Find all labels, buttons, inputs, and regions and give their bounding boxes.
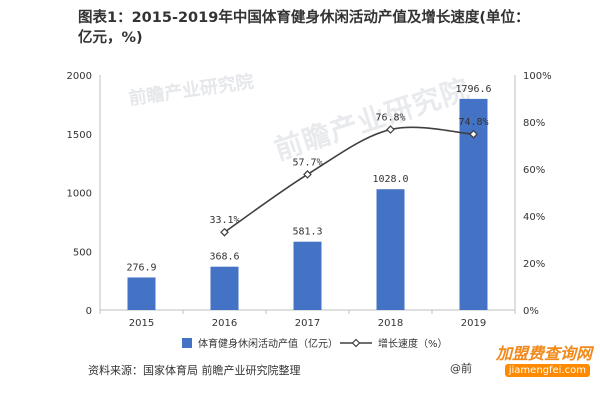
growth-value-label: 33.1% (209, 215, 239, 226)
x-tick-label: 2017 (295, 318, 320, 329)
y-right-tick-label: 20% (523, 259, 545, 270)
legend-swatch-bar (182, 338, 192, 348)
brand-url: jiamengfei.com (504, 364, 590, 377)
legend-label-bar: 体育健身休闲活动产值（亿元） (198, 337, 338, 350)
growth-value-label: 57.7% (292, 157, 322, 168)
bar (376, 189, 405, 310)
x-tick-label: 2018 (378, 318, 403, 329)
bar-value-label: 1796.6 (455, 84, 491, 95)
y-left-tick-label: 0 (86, 306, 92, 317)
y-left-tick-label: 1500 (67, 130, 92, 141)
y-right-tick-label: 0% (523, 306, 539, 317)
y-left-tick-label: 2000 (67, 71, 92, 82)
brand-name: 加盟费查询网 (495, 344, 592, 363)
legend-label-line: 增长速度（%） (378, 337, 448, 350)
bar (210, 266, 239, 310)
y-left-tick-label: 1000 (67, 189, 92, 200)
y-right-tick-label: 100% (523, 71, 552, 82)
bar (127, 277, 156, 310)
growth-point (469, 129, 478, 139)
y-right-tick-label: 80% (523, 118, 545, 129)
bar-value-label: 581.3 (292, 227, 322, 238)
growth-point (303, 170, 312, 179)
x-tick-label: 2016 (212, 318, 237, 329)
y-left-tick-label: 500 (73, 247, 92, 258)
bar-value-label: 276.9 (126, 262, 156, 273)
bar (293, 241, 322, 310)
chart-title: 图表1：2015-2019年中国体育健身休闲活动产值及增长速度(单位：亿元，%) (78, 10, 530, 46)
legend-swatch-marker (351, 338, 361, 348)
brand-stamp: 加盟费查询网 jiamengfei.com (488, 340, 592, 388)
growth-value-label: 74.8% (458, 117, 488, 128)
brand-prefix: @前 (450, 362, 472, 375)
growth-value-label: 76.8% (375, 113, 405, 124)
bar-value-label: 368.6 (209, 252, 239, 263)
y-right-tick-label: 40% (523, 212, 545, 223)
y-right-tick-label: 60% (523, 165, 545, 176)
growth-point (386, 125, 395, 134)
x-tick-label: 2019 (461, 318, 486, 329)
x-tick-label: 2015 (129, 318, 154, 329)
bar-value-label: 1028.0 (372, 174, 408, 185)
growth-line (224, 126, 474, 233)
growth-point (220, 227, 229, 237)
source-note: 资料来源：国家体育局 前瞻产业研究院整理 (88, 364, 301, 377)
